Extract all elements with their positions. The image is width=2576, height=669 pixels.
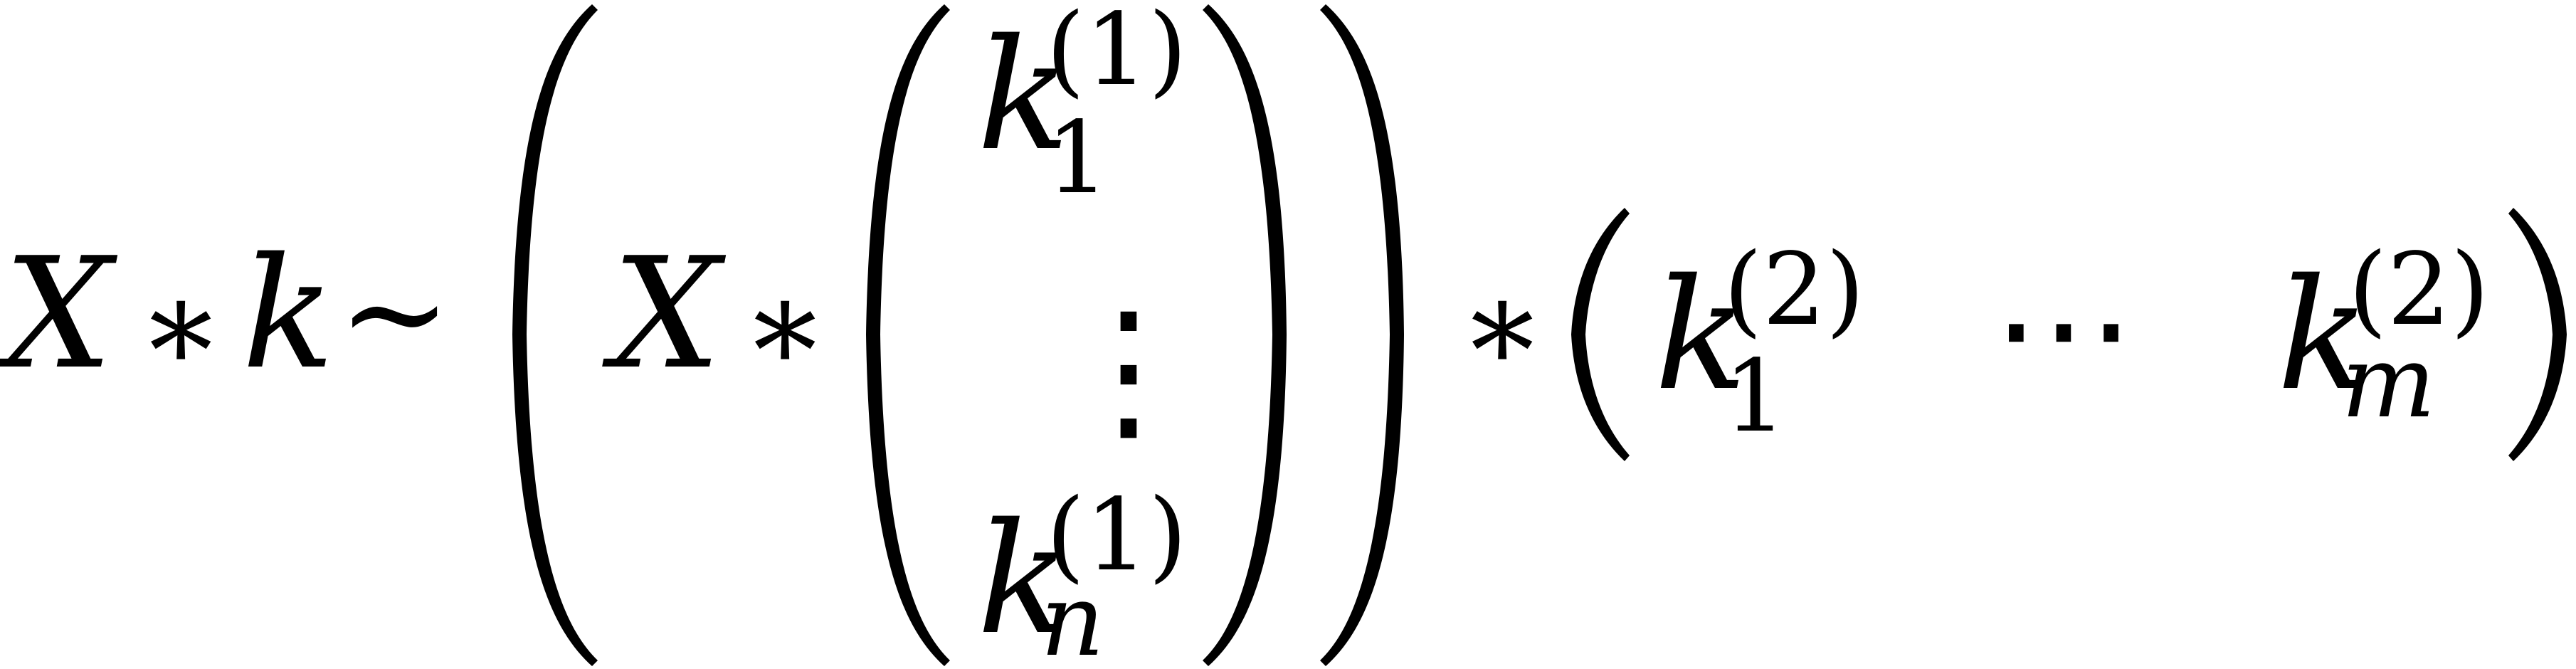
column-bottom-subscript: n	[1040, 563, 1104, 669]
row-first-base: k	[1654, 246, 1747, 424]
row-right-paren	[2508, 208, 2567, 461]
row-left-paren	[1571, 208, 1630, 461]
row-entry-first: k (2) 1	[1654, 232, 1864, 455]
inner-x: X	[602, 224, 727, 403]
outer-right-paren	[1320, 4, 1404, 666]
column-top-superscript: (1)	[1046, 0, 1187, 108]
lhs-star: ∗	[137, 252, 224, 401]
lhs-sim: ∼	[338, 234, 451, 391]
column-top-base: k	[977, 6, 1070, 184]
column-entry-bottom: k (1) n	[977, 478, 1187, 669]
row-cdots: ⋯	[1992, 246, 2135, 411]
outer-star: ∗	[1459, 252, 1546, 401]
row-last-base: k	[2277, 246, 2370, 424]
column-bottom-superscript: (1)	[1046, 478, 1187, 594]
column-top-subscript: 1	[1046, 100, 1109, 216]
lhs-x: X	[0, 224, 118, 403]
column-left-paren	[866, 4, 950, 666]
outer-left-paren	[512, 4, 598, 666]
column-bottom-base: k	[977, 490, 1070, 668]
row-last-subscript: m	[2341, 325, 2436, 441]
column-vdots: ⋮	[1050, 278, 1207, 460]
row-entry-last: k (2) m	[2277, 232, 2489, 441]
column-right-paren	[1203, 4, 1287, 666]
column-entry-top: k (1) 1	[977, 0, 1187, 216]
row-first-subscript: 1	[1724, 339, 1787, 455]
row-first-superscript: (2)	[1724, 232, 1864, 348]
inner-star: ∗	[741, 252, 828, 401]
row-last-superscript: (2)	[2348, 232, 2489, 348]
lhs-k: k	[242, 224, 334, 403]
